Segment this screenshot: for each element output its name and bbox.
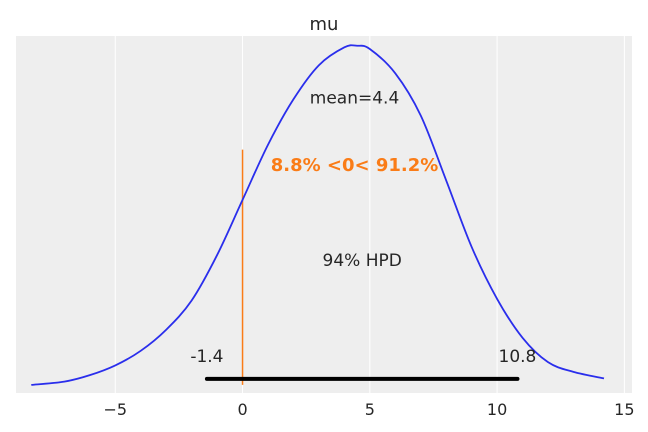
x-axis-ticks: −5 0 5 10 15 xyxy=(103,400,634,419)
hpd-high-label: 10.8 xyxy=(499,347,537,367)
chart-title: mu xyxy=(310,14,339,35)
x-tick-label: 0 xyxy=(237,400,247,419)
mean-label: mean=4.4 xyxy=(310,88,400,108)
x-tick-label: 15 xyxy=(614,400,634,419)
x-tick-label: −5 xyxy=(103,400,127,419)
reference-label: 8.8% <0< 91.2% xyxy=(271,155,439,176)
plot-area xyxy=(16,36,632,393)
x-tick-label: 5 xyxy=(365,400,375,419)
hpd-low-label: -1.4 xyxy=(190,347,223,367)
density-curve xyxy=(31,44,605,386)
hpd-label: 94% HPD xyxy=(323,251,402,271)
x-tick-label: 10 xyxy=(487,400,507,419)
